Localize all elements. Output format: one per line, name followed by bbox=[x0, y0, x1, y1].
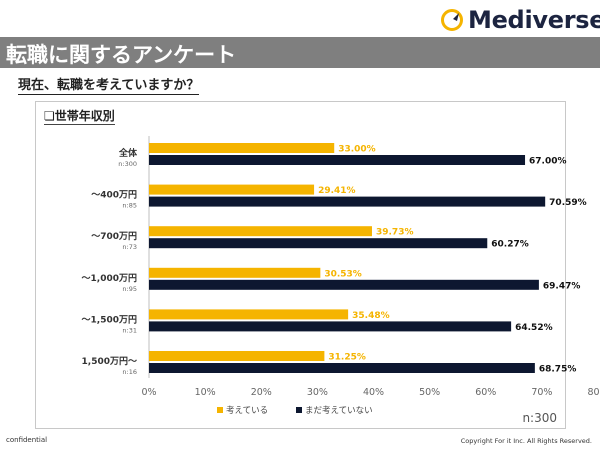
category-sample-size: n:31 bbox=[122, 326, 137, 334]
chart-title: ❏世帯年収別 bbox=[44, 109, 115, 125]
x-tick-label: 80% bbox=[587, 387, 600, 398]
x-tick-label: 10% bbox=[195, 387, 216, 398]
bar-not-considering bbox=[149, 238, 488, 249]
category-label: 全体 bbox=[118, 147, 138, 159]
value-label-considering: 29.41% bbox=[318, 186, 356, 196]
x-tick-label: 70% bbox=[531, 387, 552, 398]
x-tick-label: 60% bbox=[475, 387, 496, 398]
category-label: 1,500万円～ bbox=[82, 356, 137, 367]
x-tick-label: 40% bbox=[363, 387, 384, 398]
value-label-not-considering: 60.27% bbox=[491, 240, 529, 250]
category-sample-size: n:73 bbox=[122, 243, 137, 251]
bar-not-considering bbox=[149, 321, 512, 332]
bar-not-considering bbox=[149, 279, 539, 290]
x-tick-label: 20% bbox=[251, 387, 272, 398]
bar-considering bbox=[149, 226, 372, 237]
question-text: 現在、転職を考えていますか？ bbox=[18, 74, 200, 95]
x-tick-label: 0% bbox=[141, 387, 156, 398]
footer-confidential: confidential bbox=[6, 436, 48, 444]
brand-mark-icon bbox=[441, 9, 463, 31]
legend-swatch-considering bbox=[217, 407, 223, 413]
category-label: ～1,000万円 bbox=[82, 273, 137, 284]
category-label: ～400万円 bbox=[91, 190, 137, 201]
brand-name: Mediverse bbox=[468, 6, 600, 34]
value-label-considering: 30.53% bbox=[324, 269, 362, 279]
bar-considering bbox=[149, 309, 349, 320]
x-tick-label: 30% bbox=[307, 387, 328, 398]
legend-label-not-considering: まだ考えていない bbox=[305, 406, 373, 416]
value-label-not-considering: 70.59% bbox=[549, 198, 587, 208]
value-label-not-considering: 69.47% bbox=[543, 281, 581, 291]
x-tick-label: 50% bbox=[419, 387, 440, 398]
brand-logo: Mediverse bbox=[440, 5, 600, 35]
bar-considering bbox=[149, 143, 335, 153]
footer-copyright: Copyright For it Inc. All Rights Reserve… bbox=[460, 437, 592, 445]
category-label: ～700万円 bbox=[91, 231, 137, 242]
value-label-considering: 39.73% bbox=[376, 228, 414, 238]
value-label-considering: 33.00% bbox=[338, 145, 376, 155]
bar-not-considering bbox=[149, 196, 546, 207]
category-sample-size: n:16 bbox=[122, 368, 137, 376]
bar-not-considering bbox=[149, 363, 535, 373]
category-sample-size: n:95 bbox=[122, 285, 137, 293]
sample-size-note: n:300 bbox=[522, 411, 557, 425]
value-label-not-considering: 67.00% bbox=[529, 157, 567, 167]
bar-considering bbox=[149, 351, 325, 361]
category-label: ～1,500万円 bbox=[82, 314, 137, 325]
page-title: 転職に関するアンケート bbox=[6, 43, 237, 67]
title-bar: 転職に関するアンケート bbox=[0, 37, 600, 68]
value-label-not-considering: 64.52% bbox=[515, 323, 553, 333]
category-sample-size: n:300 bbox=[118, 160, 137, 168]
bar-not-considering bbox=[149, 155, 526, 165]
legend-label-considering: 考えている bbox=[226, 406, 268, 416]
category-sample-size: n:85 bbox=[122, 202, 137, 210]
value-label-not-considering: 68.75% bbox=[539, 365, 577, 375]
value-label-considering: 31.25% bbox=[328, 353, 366, 363]
legend-swatch-not-considering bbox=[296, 407, 302, 413]
bar-considering bbox=[149, 267, 321, 278]
value-label-considering: 35.48% bbox=[352, 311, 390, 321]
bar-considering bbox=[149, 184, 315, 195]
